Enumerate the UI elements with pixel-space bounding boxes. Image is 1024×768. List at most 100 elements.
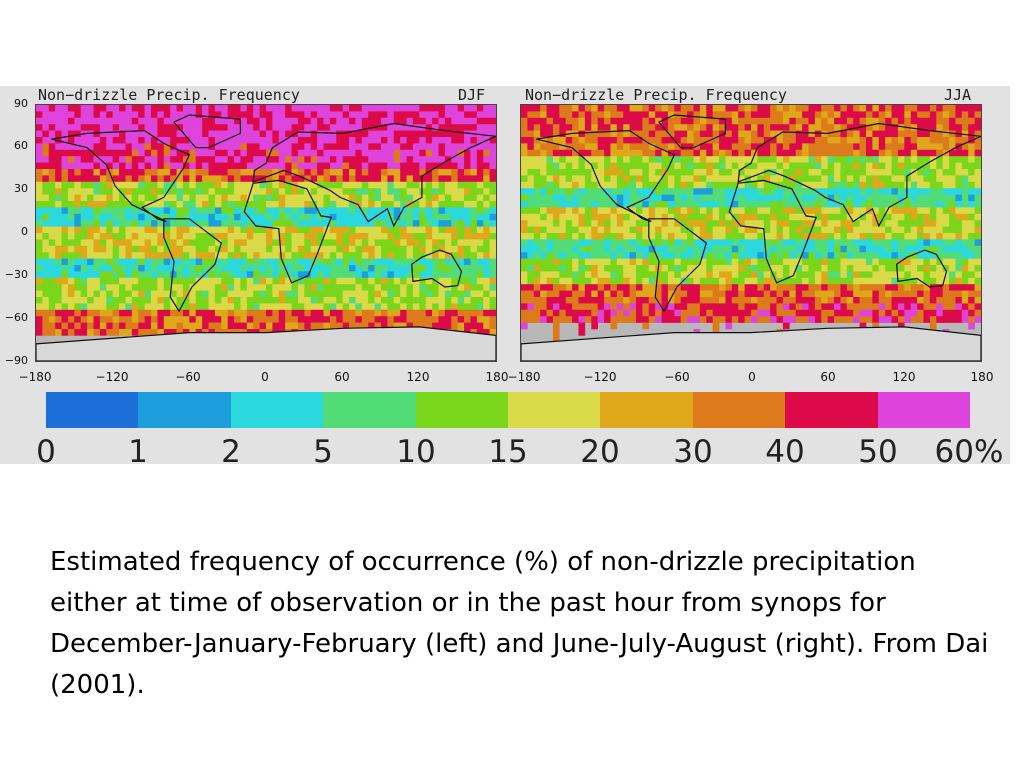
frequency-cell [432,258,439,266]
frequency-cell [355,226,363,234]
frequency-cell [74,181,82,189]
frequency-cell [623,303,630,311]
frequency-cell [597,277,605,285]
frequency-cell [808,175,816,183]
frequency-cell [374,252,382,259]
frequency-cell [885,117,892,125]
frequency-cell [151,194,158,202]
frequency-cell [438,111,446,119]
frequency-cell [55,297,62,304]
frequency-cell [751,201,758,208]
frequency-cell [457,181,465,189]
frequency-cell [770,309,777,317]
frequency-cell [521,156,528,163]
frequency-cell [240,284,248,291]
frequency-cell [834,201,841,208]
frequency-cell [904,297,912,304]
frequency-cell [221,290,228,298]
frequency-cell [419,258,427,266]
frequency-cell [157,143,165,151]
frequency-cell [387,201,395,208]
frequency-cell [214,175,222,183]
frequency-cell [949,245,956,253]
frequency-cell [278,226,286,234]
frequency-cell [814,175,822,183]
frequency-cell [719,245,726,253]
frequency-cell [591,309,598,317]
frequency-cell [968,130,975,138]
frequency-cell [112,213,120,221]
frequency-cell [699,188,707,195]
frequency-cell [559,111,567,119]
frequency-cell [782,137,790,144]
frequency-cell [451,207,458,215]
map-panel-djf [35,104,497,362]
frequency-cell [266,201,273,208]
frequency-cell [751,303,758,311]
frequency-cell [904,162,912,170]
frequency-cell [584,105,592,112]
frequency-cell [400,233,407,240]
frequency-cell [751,252,758,259]
frequency-cell [151,137,158,144]
frequency-cell [936,284,943,291]
frequency-cell [342,277,350,285]
frequency-cell [910,303,918,311]
frequency-cell [266,207,273,215]
frequency-cell [374,149,382,157]
frequency-cell [253,297,260,304]
frequency-cell [214,316,222,323]
frequency-cell [949,137,956,144]
frequency-cell [457,188,465,195]
frequency-cell [687,265,694,272]
frequency-cell [552,149,560,157]
frequency-cell [451,297,458,304]
frequency-cell [387,105,395,112]
frequency-cell [802,143,809,151]
frequency-cell [782,169,790,176]
frequency-cell [782,252,790,259]
frequency-cell [808,271,816,279]
frequency-cell [36,111,43,119]
frequency-cell [936,258,943,266]
frequency-cell [763,162,771,170]
frequency-cell [853,233,860,240]
frequency-cell [253,156,260,163]
frequency-cell [834,111,841,119]
frequency-cell [419,233,427,240]
frequency-cell [227,124,235,131]
frequency-cell [680,258,688,266]
frequency-cell [552,124,560,131]
frequency-cell [897,213,905,221]
frequency-cell [323,322,331,330]
frequency-cell [278,316,286,323]
frequency-cell [381,284,388,291]
frequency-cell [317,265,324,272]
frequency-cell [253,130,260,138]
frequency-cell [195,162,203,170]
frequency-cell [483,156,490,163]
frequency-cell [706,297,713,304]
frequency-cell [782,277,790,285]
frequency-cell [189,271,197,279]
frequency-cell [470,303,478,311]
frequency-cell [412,239,420,247]
frequency-cell [546,258,554,266]
frequency-cell [751,213,758,221]
frequency-cell [163,124,171,131]
frequency-cell [533,309,541,317]
frequency-cell [112,194,120,202]
frequency-cell [648,130,656,138]
frequency-cell [834,303,841,311]
frequency-cell [789,143,797,151]
frequency-cell [757,252,765,259]
frequency-cell [393,194,401,202]
frequency-cell [974,181,981,189]
frequency-cell [661,213,669,221]
frequency-cell [533,175,541,183]
frequency-cell [904,117,912,125]
frequency-cell [597,303,605,311]
frequency-cell [776,303,784,311]
frequency-cell [125,149,133,157]
frequency-cell [840,284,848,291]
